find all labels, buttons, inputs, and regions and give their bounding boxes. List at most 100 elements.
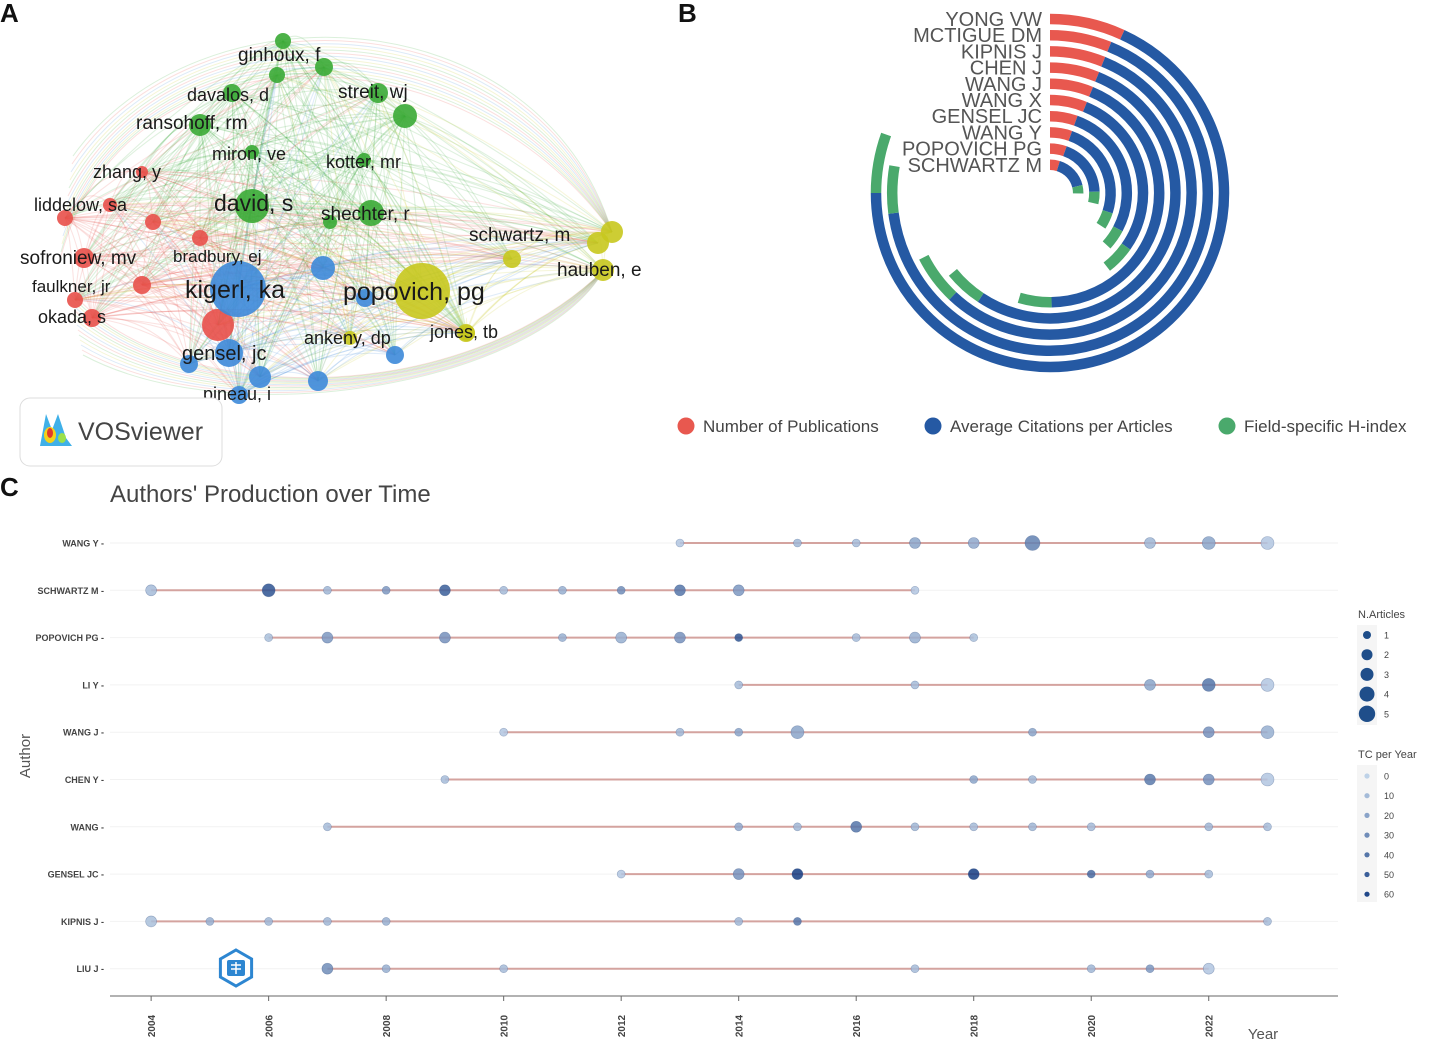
node-okada-s	[83, 309, 101, 327]
network-link	[141, 283, 467, 334]
author-label-liu-j: LIU J -	[76, 964, 104, 974]
network-link	[394, 231, 613, 356]
network-link	[217, 313, 467, 334]
network-link	[74, 92, 233, 301]
network-link	[282, 40, 366, 299]
network-link	[259, 159, 365, 378]
node-label-shechter-r: shechter, r	[321, 204, 410, 225]
network-link	[74, 294, 219, 326]
point-wang-2023	[1263, 822, 1272, 832]
citation-bar-wang-j	[1051, 86, 1165, 308]
radial-label-wang-x: WANG X	[962, 90, 1042, 112]
node-label-kotter-mr: kotter, mr	[326, 152, 401, 172]
network-link	[238, 258, 513, 396]
network-link	[231, 92, 365, 161]
node-label-zhang-y: zhang, y	[93, 162, 161, 182]
network-link	[141, 171, 261, 378]
node-ankeny-dp	[343, 331, 357, 345]
hindex-bar-gensel-jc	[1102, 226, 1123, 249]
network-link	[83, 219, 331, 259]
network-link	[141, 66, 325, 173]
network-link	[322, 237, 599, 269]
network-link	[199, 237, 396, 356]
network-link	[74, 296, 467, 334]
network-link	[141, 92, 233, 173]
color-legend-label: 40	[1384, 850, 1394, 860]
network-link	[364, 115, 406, 299]
network-link	[276, 74, 324, 269]
network-link	[91, 317, 261, 378]
network-link	[141, 124, 201, 286]
point-wang-2015	[793, 822, 802, 832]
network-link	[231, 92, 331, 223]
node-label-davalos-d: davalos, d	[187, 85, 269, 105]
citation-bar-kipnis-j	[949, 56, 1197, 340]
point-kipnis-j-2005	[205, 917, 215, 926]
network-link	[69, 46, 613, 233]
network-link	[74, 299, 319, 382]
author-label-chen-y: CHEN Y -	[65, 775, 104, 785]
network-link	[404, 115, 468, 334]
pub-bar-gensel-jc	[1049, 110, 1078, 126]
vosviewer-logo-icon	[40, 414, 72, 446]
node-label-kigerl-ka: kigerl, ka	[185, 276, 285, 304]
point-wang-2007	[323, 822, 332, 832]
network-link	[199, 219, 613, 239]
network-link	[199, 224, 599, 244]
point-popovich-pg-2018	[969, 633, 979, 642]
network-link	[465, 242, 599, 334]
network-link	[83, 257, 219, 326]
network-link	[363, 159, 613, 233]
network-link	[199, 207, 372, 239]
pub-bar-kipnis-j	[1049, 46, 1106, 67]
hindex-bar-wang-y	[1096, 209, 1113, 229]
network-link	[64, 208, 613, 233]
point-wang-y-2015	[793, 538, 802, 548]
color-legend: TC per Year 0 10 20 30 40 50 60	[1357, 749, 1417, 902]
network-link	[231, 61, 325, 94]
vosviewer-badge: VOSviewer	[19, 397, 223, 467]
network-link	[83, 242, 513, 260]
network-link	[228, 329, 351, 354]
x-tick-label-2016: 2016	[852, 1014, 863, 1037]
color-legend-dot	[1364, 891, 1370, 897]
network-link	[199, 124, 351, 339]
network-node	[249, 366, 271, 388]
network-link	[64, 215, 513, 260]
pub-bar-schwartz-m	[1049, 159, 1060, 172]
x-tick-label-2020: 2020	[1087, 1014, 1098, 1037]
node-davalos-d	[223, 84, 241, 102]
network-node	[269, 67, 285, 83]
hindex-bar-wang-x	[1103, 243, 1131, 271]
size-legend-dot	[1360, 667, 1374, 681]
radial-label-schwartz-m: SCHWARTZ M	[908, 155, 1042, 177]
point-wang-y-2016	[851, 538, 861, 548]
author-row-popovich-pg: POPOVICH PG -	[35, 631, 1338, 644]
network-link	[141, 74, 278, 173]
network-map: ginhoux, f davalos, d streit, wj ransohoff,…	[20, 33, 642, 404]
panel-label-a: A	[0, 0, 19, 28]
radial-label-chen-j: CHEN J	[970, 58, 1042, 80]
node-label-faulkner-jr: faulkner, jr	[32, 277, 111, 296]
network-link	[329, 221, 467, 334]
node-streit-wj	[393, 104, 417, 128]
network-link	[64, 151, 253, 219]
network-link	[141, 171, 396, 356]
chart-title: Authors' Production over Time	[110, 481, 431, 508]
network-link	[199, 234, 604, 271]
point-kipnis-j-2008	[381, 917, 391, 926]
network-link	[228, 212, 372, 354]
network-link	[317, 221, 331, 382]
network-link	[259, 66, 325, 378]
author-label-schwartz-m: SCHWARTZ M -	[38, 586, 105, 596]
point-wang-2017	[910, 822, 920, 832]
color-legend-label: 20	[1384, 811, 1394, 821]
author-row-wang-j: WANG J -	[63, 725, 1338, 740]
node-label-miron-ve: miron, ve	[212, 144, 286, 164]
citation-bar-wang-y	[1068, 130, 1116, 214]
network-link	[231, 92, 423, 292]
network-link	[317, 92, 379, 382]
network-link	[152, 40, 284, 223]
network-link	[152, 92, 233, 223]
citation-bar-popovich-pg	[1062, 146, 1100, 193]
